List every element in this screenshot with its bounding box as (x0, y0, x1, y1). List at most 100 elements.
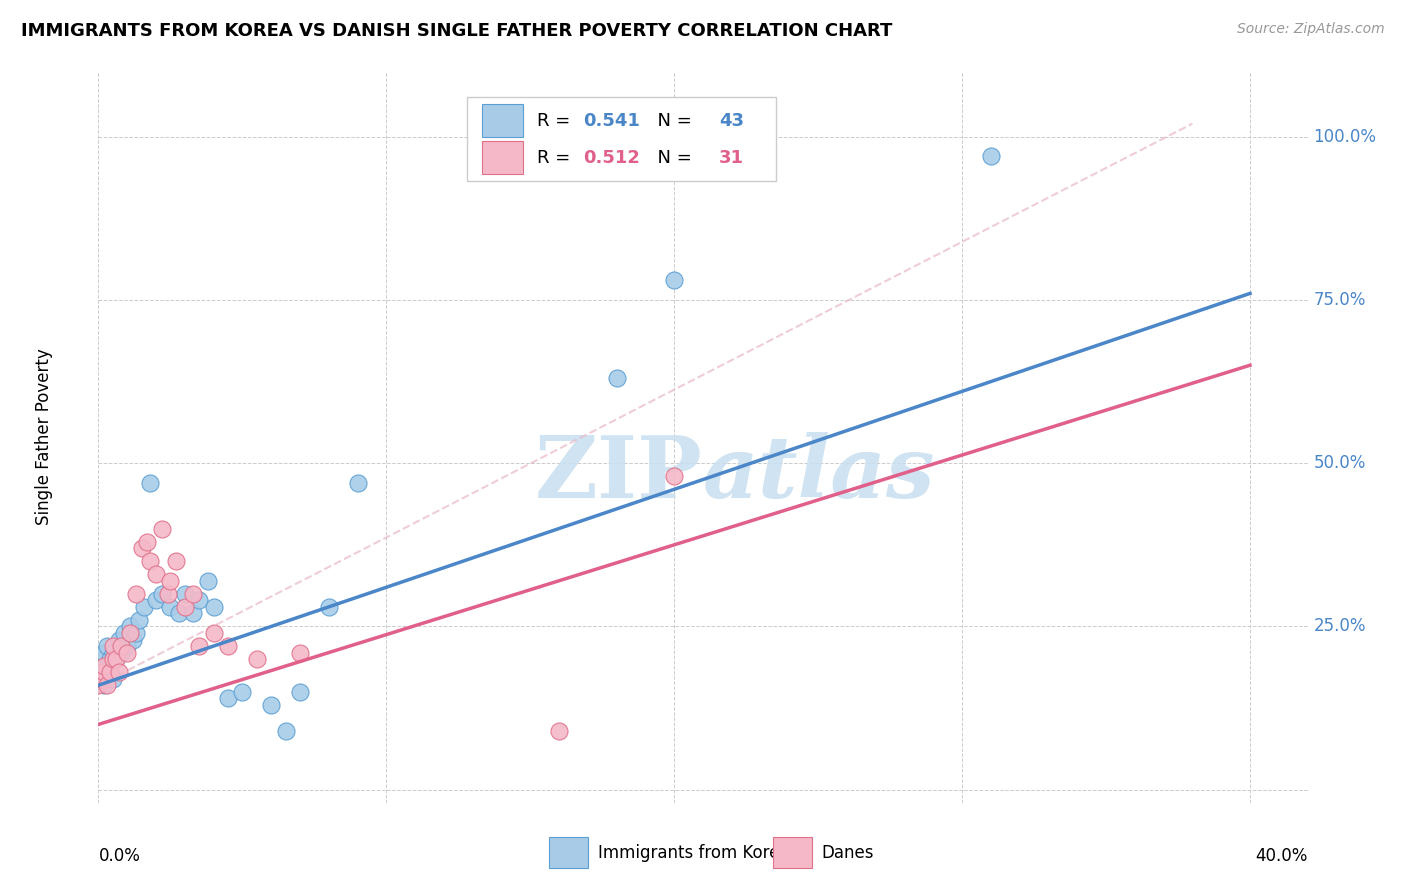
Text: 40.0%: 40.0% (1256, 847, 1308, 864)
Point (173, 587, 195, 601)
Text: 50.0%: 50.0% (1313, 454, 1365, 472)
FancyBboxPatch shape (482, 104, 523, 136)
Point (346, 475, 368, 490)
Point (96, 639, 118, 653)
Point (96, 672, 118, 686)
FancyBboxPatch shape (773, 838, 811, 868)
Point (115, 646, 138, 660)
Point (104, 652, 127, 666)
Point (122, 632, 145, 647)
Point (110, 646, 132, 660)
Text: 43: 43 (718, 112, 744, 129)
Point (104, 652, 127, 666)
Point (150, 521, 173, 535)
Point (101, 646, 124, 660)
Point (165, 554, 187, 568)
Point (606, 371, 628, 385)
Point (139, 554, 162, 568)
Point (98, 665, 121, 680)
Point (136, 534, 159, 549)
Point (98, 665, 121, 680)
Point (188, 639, 211, 653)
Point (107, 665, 129, 680)
Point (145, 567, 167, 582)
Text: Danes: Danes (821, 844, 875, 862)
Point (93, 658, 115, 673)
Point (150, 587, 173, 601)
Point (96, 658, 118, 673)
Point (167, 607, 190, 621)
Point (188, 593, 211, 607)
Text: ZIP: ZIP (536, 432, 703, 516)
Text: 31: 31 (718, 149, 744, 167)
Point (90, 658, 112, 673)
Text: 0.512: 0.512 (583, 149, 640, 167)
Point (96, 678, 118, 692)
Point (98, 652, 121, 666)
Text: IMMIGRANTS FROM KOREA VS DANISH SINGLE FATHER POVERTY CORRELATION CHART: IMMIGRANTS FROM KOREA VS DANISH SINGLE F… (21, 22, 893, 40)
Point (260, 698, 283, 712)
Point (120, 619, 142, 633)
Point (246, 652, 269, 666)
Point (217, 691, 239, 706)
Text: 25.0%: 25.0% (1313, 617, 1365, 635)
Point (145, 593, 167, 607)
Text: Source: ZipAtlas.com: Source: ZipAtlas.com (1237, 22, 1385, 37)
Text: N =: N = (647, 149, 697, 167)
Point (159, 599, 181, 614)
Point (93, 652, 115, 666)
Point (156, 587, 179, 601)
Point (288, 646, 311, 660)
Point (101, 652, 124, 666)
Text: Single Father Poverty: Single Father Poverty (35, 349, 53, 525)
Text: 100.0%: 100.0% (1313, 128, 1376, 145)
Point (202, 599, 225, 614)
Text: Immigrants from Korea: Immigrants from Korea (598, 844, 789, 862)
FancyBboxPatch shape (467, 97, 776, 181)
Point (288, 685, 311, 699)
Point (107, 632, 129, 647)
Point (159, 574, 181, 588)
Point (664, 273, 686, 287)
Text: 0.0%: 0.0% (98, 847, 141, 864)
Text: N =: N = (647, 112, 697, 129)
Point (93, 665, 115, 680)
FancyBboxPatch shape (482, 142, 523, 174)
Point (93, 678, 115, 692)
Point (90, 665, 112, 680)
Point (125, 587, 148, 601)
Point (87, 672, 110, 686)
Point (110, 639, 132, 653)
Point (101, 672, 124, 686)
Point (120, 626, 142, 640)
FancyBboxPatch shape (550, 838, 588, 868)
Point (173, 599, 195, 614)
Point (274, 723, 297, 738)
Point (202, 626, 225, 640)
Point (183, 607, 205, 621)
Point (197, 574, 219, 588)
Point (548, 723, 571, 738)
Text: R =: R = (537, 112, 576, 129)
Point (139, 475, 162, 490)
Point (115, 639, 138, 653)
Point (980, 149, 1002, 163)
Text: R =: R = (537, 149, 576, 167)
Point (134, 599, 156, 614)
Point (664, 469, 686, 483)
Text: 75.0%: 75.0% (1313, 291, 1365, 309)
Point (112, 626, 135, 640)
Point (90, 672, 112, 686)
Point (231, 685, 253, 699)
Point (131, 541, 153, 555)
Point (125, 626, 148, 640)
Point (101, 639, 124, 653)
Point (93, 646, 115, 660)
Text: atlas: atlas (703, 432, 935, 516)
Point (183, 587, 205, 601)
Point (318, 599, 340, 614)
Point (128, 613, 150, 627)
Text: 0.541: 0.541 (583, 112, 640, 129)
Point (87, 678, 110, 692)
Point (217, 639, 239, 653)
